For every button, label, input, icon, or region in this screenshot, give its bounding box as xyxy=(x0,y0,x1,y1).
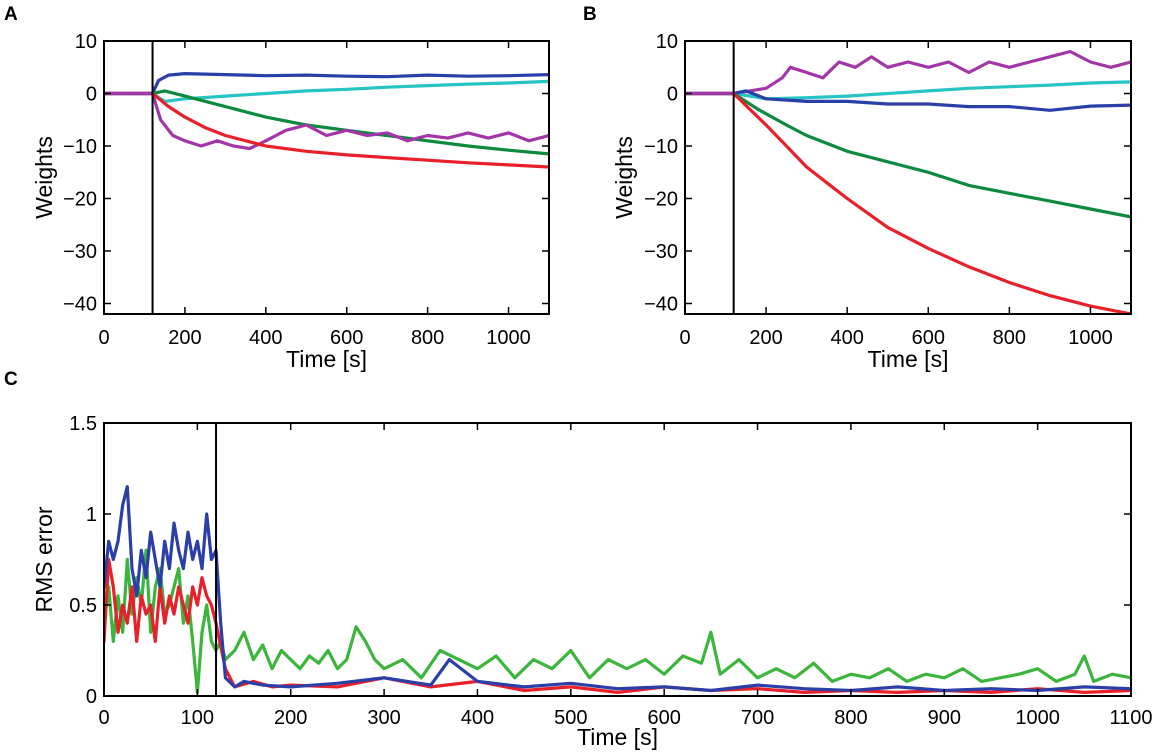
series-magenta-line xyxy=(685,49,1131,96)
x-tick-label: 0 xyxy=(679,327,690,349)
x-tick-label: 1000 xyxy=(1068,327,1113,349)
series-green-line xyxy=(104,548,1131,695)
y-tick-label: 0.5 xyxy=(69,595,97,617)
y-tick-label: −10 xyxy=(63,136,97,158)
series-cyan-line xyxy=(685,80,1131,101)
x-tick-label: 800 xyxy=(834,707,867,729)
panel-a: A 0 200 400 600 800 1000 10 0 −10 −20 −30 −40 Time [… xyxy=(4,4,550,372)
x-tick-label: 800 xyxy=(993,327,1026,349)
y-tick-label: −30 xyxy=(644,241,678,263)
axes-frame xyxy=(684,40,1132,315)
series-blue-line xyxy=(685,89,1131,112)
series-group xyxy=(104,71,549,169)
x-tick-label: 800 xyxy=(411,327,444,349)
x-tick-label: 400 xyxy=(830,327,863,349)
series-red-line xyxy=(104,91,549,169)
x-tick-label: 700 xyxy=(741,707,774,729)
x-tick-label: 200 xyxy=(749,327,782,349)
axes-frame xyxy=(103,40,550,315)
series-red-line xyxy=(685,91,1131,314)
series-red-line xyxy=(104,557,1131,695)
x-tick-label: 1100 xyxy=(1109,707,1152,729)
x-axis-title: Time [s] xyxy=(868,346,949,372)
y-tick-label: −20 xyxy=(644,189,678,211)
panel-label-c: C xyxy=(4,369,18,390)
series-group xyxy=(104,485,1131,695)
y-tick-label: −30 xyxy=(63,241,97,263)
panel-c: C 0 100 200 300 400 500 600 700 800 900 1000 1100 1.… xyxy=(4,369,1153,750)
x-tick-label: 600 xyxy=(647,707,680,729)
y-tick-label: 1.5 xyxy=(69,413,97,435)
y-tick-label: 1 xyxy=(86,504,97,526)
x-tick-label: 200 xyxy=(168,327,201,349)
plot-area-b: 0 200 400 600 800 1000 10 0 −10 −20 −30 −40 Time [s]… xyxy=(611,31,1132,372)
y-tick-label: −20 xyxy=(63,189,97,211)
y-axis-title: Weights xyxy=(611,136,637,219)
series-group xyxy=(685,49,1131,314)
y-tick-label: 0 xyxy=(86,686,97,708)
x-axis-title: Time [s] xyxy=(286,346,367,372)
x-tick-label: 400 xyxy=(461,707,494,729)
plot-area-c: 0 100 200 300 400 500 600 700 800 900 1000 1100 1.5 1… xyxy=(31,413,1153,750)
y-tick-label: 10 xyxy=(75,31,97,53)
x-tick-label: 600 xyxy=(330,327,363,349)
y-tick-label: −40 xyxy=(63,294,97,316)
x-axis-title: Time [s] xyxy=(577,724,658,750)
x-tick-label: 900 xyxy=(928,707,961,729)
y-axis-title: RMS error xyxy=(31,506,57,612)
series-blue-line xyxy=(104,71,549,96)
panel-label-a: A xyxy=(4,4,18,25)
x-tick-label: 300 xyxy=(367,707,400,729)
x-tick-label: 0 xyxy=(98,327,109,349)
panel-b: B 0 200 400 600 800 1000 10 0 −10 −20 −30 −40 Time [… xyxy=(583,4,1132,372)
x-tick-label: 1000 xyxy=(1015,707,1060,729)
x-tick-label: 200 xyxy=(274,707,307,729)
y-tick-label: 0 xyxy=(86,84,97,106)
x-tick-label: 600 xyxy=(912,327,945,349)
x-tick-label: 1000 xyxy=(486,327,531,349)
y-tick-label: 0 xyxy=(667,84,678,106)
series-green-line xyxy=(685,91,1131,219)
x-tick-label: 400 xyxy=(249,327,282,349)
x-tick-label: 500 xyxy=(554,707,587,729)
x-tick-label: 0 xyxy=(98,707,109,729)
series-blue-line xyxy=(104,485,1131,693)
plot-area-a: 0 200 400 600 800 1000 10 0 −10 −20 −30 −40 Time [s]… xyxy=(31,31,550,372)
y-axis-title: Weights xyxy=(31,136,57,219)
series-magenta-line xyxy=(104,91,549,151)
y-tick-label: −10 xyxy=(644,136,678,158)
axes-frame xyxy=(103,422,1132,697)
y-tick-label: 10 xyxy=(656,31,678,53)
panel-label-b: B xyxy=(583,4,597,25)
x-tick-label: 100 xyxy=(181,707,214,729)
y-tick-label: −40 xyxy=(644,294,678,316)
